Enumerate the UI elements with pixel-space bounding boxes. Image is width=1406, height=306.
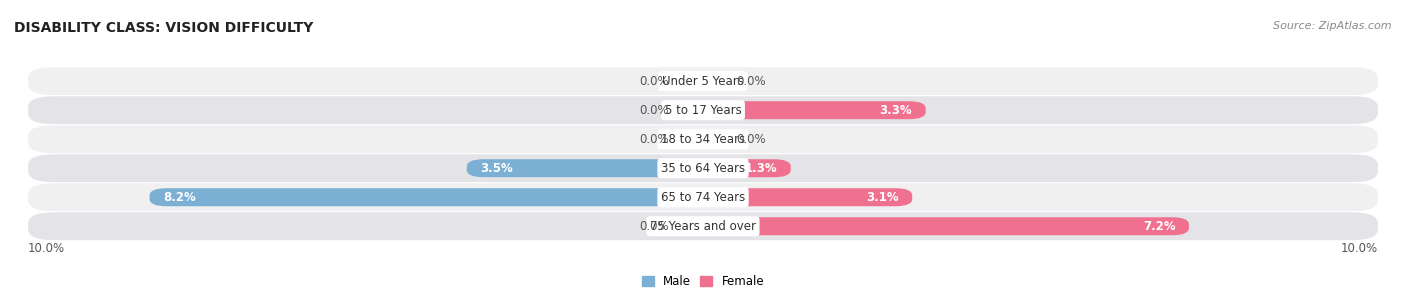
FancyBboxPatch shape <box>28 125 1378 153</box>
Text: 10.0%: 10.0% <box>28 242 65 256</box>
FancyBboxPatch shape <box>703 130 727 148</box>
Text: 75 Years and over: 75 Years and over <box>650 220 756 233</box>
FancyBboxPatch shape <box>467 159 703 177</box>
FancyBboxPatch shape <box>28 96 1378 124</box>
Text: 35 to 64 Years: 35 to 64 Years <box>661 162 745 175</box>
Text: 0.0%: 0.0% <box>640 75 669 88</box>
FancyBboxPatch shape <box>703 188 912 206</box>
FancyBboxPatch shape <box>28 154 1378 182</box>
FancyBboxPatch shape <box>28 67 1378 95</box>
Text: 18 to 34 Years: 18 to 34 Years <box>661 133 745 146</box>
Text: 5 to 17 Years: 5 to 17 Years <box>665 104 741 117</box>
FancyBboxPatch shape <box>703 101 925 119</box>
Text: Under 5 Years: Under 5 Years <box>662 75 744 88</box>
Text: 3.5%: 3.5% <box>481 162 513 175</box>
FancyBboxPatch shape <box>703 217 1189 235</box>
Text: 10.0%: 10.0% <box>1341 242 1378 256</box>
Text: Source: ZipAtlas.com: Source: ZipAtlas.com <box>1274 21 1392 32</box>
FancyBboxPatch shape <box>679 101 703 119</box>
FancyBboxPatch shape <box>703 72 727 90</box>
Legend: Male, Female: Male, Female <box>641 275 765 288</box>
FancyBboxPatch shape <box>28 183 1378 211</box>
Text: 0.0%: 0.0% <box>640 133 669 146</box>
Text: 0.0%: 0.0% <box>737 133 766 146</box>
Text: 65 to 74 Years: 65 to 74 Years <box>661 191 745 204</box>
Text: 1.3%: 1.3% <box>745 162 778 175</box>
Text: 3.3%: 3.3% <box>880 104 912 117</box>
Text: 0.0%: 0.0% <box>737 75 766 88</box>
Text: 0.0%: 0.0% <box>640 220 669 233</box>
Text: 7.2%: 7.2% <box>1143 220 1175 233</box>
Text: DISABILITY CLASS: VISION DIFFICULTY: DISABILITY CLASS: VISION DIFFICULTY <box>14 21 314 35</box>
FancyBboxPatch shape <box>703 159 790 177</box>
Text: 8.2%: 8.2% <box>163 191 195 204</box>
FancyBboxPatch shape <box>679 217 703 235</box>
FancyBboxPatch shape <box>679 130 703 148</box>
FancyBboxPatch shape <box>149 188 703 206</box>
Text: 0.0%: 0.0% <box>640 104 669 117</box>
Text: 3.1%: 3.1% <box>866 191 898 204</box>
FancyBboxPatch shape <box>679 72 703 90</box>
FancyBboxPatch shape <box>28 212 1378 240</box>
